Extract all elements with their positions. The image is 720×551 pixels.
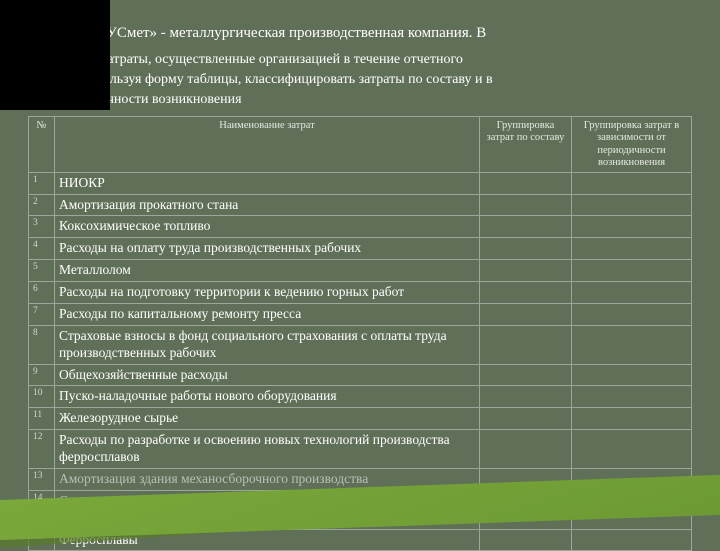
cell-num: 5 bbox=[29, 260, 55, 282]
cell-num: 1 bbox=[29, 172, 55, 194]
cell-group2 bbox=[572, 325, 692, 364]
cell-group2 bbox=[572, 172, 692, 194]
cell-group1 bbox=[480, 490, 572, 529]
cell-num: 12 bbox=[29, 430, 55, 469]
table-row: 7Расходы по капитальному ремонту пресса bbox=[29, 303, 692, 325]
col-header-group2: Группировка затрат в зависимости от пери… bbox=[572, 117, 692, 172]
cell-num: 9 bbox=[29, 364, 55, 386]
cell-group2 bbox=[572, 216, 692, 238]
cell-group2 bbox=[572, 260, 692, 282]
cell-name: Коксохимическое топливо bbox=[55, 216, 480, 238]
table-row: 2Амортизация прокатного стана bbox=[29, 194, 692, 216]
cell-group2 bbox=[572, 282, 692, 304]
table-row: 5Металлолом bbox=[29, 260, 692, 282]
cell-group2 bbox=[572, 468, 692, 490]
cell-name: НИОКР bbox=[55, 172, 480, 194]
cell-name: Металлолом bbox=[55, 260, 480, 282]
col-header-num: № bbox=[29, 117, 55, 172]
intro-line1-tail: ОАО «РУСмет» - металлургическая производ… bbox=[56, 25, 486, 41]
table-row: 10Пуско-наладочные работы нового оборудо… bbox=[29, 386, 692, 408]
intro-text: а. ОАО «РУСмет» - металлургическая произ… bbox=[28, 6, 692, 110]
cell-name: Расходы на подготовку территории к веден… bbox=[55, 282, 480, 304]
col-header-name: Наименование затрат bbox=[55, 117, 480, 172]
cell-group1 bbox=[480, 386, 572, 408]
black-overlay-box bbox=[0, 0, 110, 110]
table-row: 12Расходы по разработке и освоению новых… bbox=[29, 430, 692, 469]
cell-name: Страховые взносы во внебюджетные фонды с… bbox=[55, 490, 480, 529]
cell-name: Железорудное сырье bbox=[55, 408, 480, 430]
cell-num: 8 bbox=[29, 325, 55, 364]
table-row: 4Расходы на оплату труда производственны… bbox=[29, 238, 692, 260]
cell-num: 3 bbox=[29, 216, 55, 238]
costs-table: № Наименование затрат Группировка затрат… bbox=[28, 116, 692, 551]
cell-name: Расходы по капитальному ремонту пресса bbox=[55, 303, 480, 325]
cell-group1 bbox=[480, 194, 572, 216]
cell-group2 bbox=[572, 430, 692, 469]
cell-name: Общехозяйственные расходы bbox=[55, 364, 480, 386]
table-row: 3Коксохимическое топливо bbox=[29, 216, 692, 238]
cell-group1 bbox=[480, 216, 572, 238]
table-row: 14Страховые взносы во внебюджетные фонды… bbox=[29, 490, 692, 529]
cell-group2 bbox=[572, 408, 692, 430]
cell-name: Страховые взносы в фонд социального стра… bbox=[55, 325, 480, 364]
table-row: 13Амортизация здания механосборочного пр… bbox=[29, 468, 692, 490]
cell-group1 bbox=[480, 430, 572, 469]
cell-num: 13 bbox=[29, 468, 55, 490]
cell-group1 bbox=[480, 468, 572, 490]
table-row: 11Железорудное сырье bbox=[29, 408, 692, 430]
cell-name: Расходы на оплату труда производственных… bbox=[55, 238, 480, 260]
cell-name: Амортизация здания механосборочного прои… bbox=[55, 468, 480, 490]
cell-group1 bbox=[480, 172, 572, 194]
cell-num: 4 bbox=[29, 238, 55, 260]
cell-num: 10 bbox=[29, 386, 55, 408]
table-row: 9Общехозяйственные расходы bbox=[29, 364, 692, 386]
cell-group1 bbox=[480, 364, 572, 386]
table-row: 8Страховые взносы в фонд социального стр… bbox=[29, 325, 692, 364]
col-header-group1: Группировка затрат по составу bbox=[480, 117, 572, 172]
cell-name: Амортизация прокатного стана bbox=[55, 194, 480, 216]
cell-num: 11 bbox=[29, 408, 55, 430]
table-header-row: № Наименование затрат Группировка затрат… bbox=[29, 117, 692, 172]
cell-num: 7 bbox=[29, 303, 55, 325]
cell-num: 14 bbox=[29, 490, 55, 529]
cell-group2 bbox=[572, 364, 692, 386]
cell-group2 bbox=[572, 303, 692, 325]
cell-name: Пуско-наладочные работы нового оборудова… bbox=[55, 386, 480, 408]
cell-group2 bbox=[572, 194, 692, 216]
cell-group1 bbox=[480, 325, 572, 364]
cell-group1 bbox=[480, 282, 572, 304]
cell-group2 bbox=[572, 490, 692, 529]
cell-num: 2 bbox=[29, 194, 55, 216]
table-row: 1НИОКР bbox=[29, 172, 692, 194]
cell-group2 bbox=[572, 238, 692, 260]
cell-name: Расходы по разработке и освоению новых т… bbox=[55, 430, 480, 469]
cell-group1 bbox=[480, 303, 572, 325]
cell-group1 bbox=[480, 238, 572, 260]
cell-group2 bbox=[572, 386, 692, 408]
cell-group1 bbox=[480, 260, 572, 282]
cell-num: 6 bbox=[29, 282, 55, 304]
table-row: 6Расходы на подготовку территории к веде… bbox=[29, 282, 692, 304]
cell-group1 bbox=[480, 408, 572, 430]
